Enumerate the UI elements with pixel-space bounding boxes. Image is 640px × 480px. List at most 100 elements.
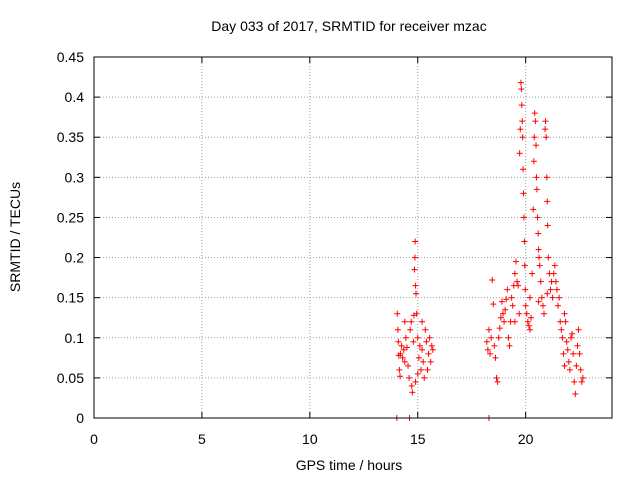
data-point <box>533 142 540 149</box>
data-point <box>558 326 565 333</box>
data-point <box>531 110 538 117</box>
data-point <box>424 366 431 373</box>
data-point <box>408 318 415 325</box>
data-point <box>500 310 507 317</box>
x-tick-label: 15 <box>410 431 426 447</box>
data-point <box>421 374 428 381</box>
data-point <box>410 338 417 345</box>
data-point <box>516 310 523 317</box>
data-point <box>544 198 551 205</box>
y-tick-label: 0.25 <box>57 209 84 225</box>
data-point <box>427 358 434 365</box>
data-point <box>533 174 540 181</box>
data-point <box>543 174 550 181</box>
data-point <box>538 294 545 301</box>
data-point <box>407 326 414 333</box>
y-tick-label: 0.35 <box>57 129 84 145</box>
data-point <box>547 286 554 293</box>
data-point <box>566 366 573 373</box>
data-point <box>408 382 415 389</box>
data-point <box>425 350 432 357</box>
data-point <box>492 354 499 361</box>
data-point <box>530 158 537 165</box>
data-point <box>412 238 419 245</box>
data-point <box>405 362 412 369</box>
data-point <box>518 102 525 109</box>
data-point <box>555 302 562 309</box>
data-point <box>563 338 570 345</box>
data-point <box>553 286 560 293</box>
data-point <box>522 286 529 293</box>
data-point <box>487 350 494 357</box>
data-point <box>541 310 548 317</box>
data-point <box>559 334 566 341</box>
data-point <box>397 373 404 380</box>
data-point <box>579 374 586 381</box>
data-point <box>400 346 407 353</box>
data-point <box>483 338 490 345</box>
data-point <box>419 346 426 353</box>
data-point <box>414 334 421 341</box>
data-point <box>422 326 429 333</box>
data-point <box>549 294 556 301</box>
data-point <box>415 354 422 361</box>
data-point <box>556 294 563 301</box>
data-point <box>526 326 533 333</box>
data-point <box>574 342 581 349</box>
data-point <box>505 334 512 341</box>
data-point <box>429 346 436 353</box>
data-point <box>514 278 521 285</box>
data-point <box>542 118 549 125</box>
data-point <box>531 134 538 141</box>
data-point <box>551 262 558 269</box>
data-point <box>512 258 519 265</box>
data-point <box>542 126 549 133</box>
data-point <box>544 222 551 229</box>
data-point <box>543 134 550 141</box>
data-point <box>552 278 559 285</box>
data-point <box>536 262 543 269</box>
y-tick-label: 0.4 <box>65 89 85 105</box>
data-point <box>530 206 537 213</box>
data-point <box>423 338 430 345</box>
y-tick-label: 0 <box>76 410 84 426</box>
data-point <box>396 366 403 373</box>
data-point <box>399 354 406 361</box>
data-point <box>545 254 552 261</box>
data-point <box>397 350 404 357</box>
data-point <box>535 298 542 305</box>
data-point <box>517 79 524 86</box>
data-point <box>570 350 577 357</box>
y-tick-label: 0.3 <box>65 169 85 185</box>
data-point <box>567 334 574 341</box>
data-point <box>409 389 416 396</box>
data-point <box>401 318 408 325</box>
data-point <box>511 318 518 325</box>
data-point <box>411 266 418 273</box>
data-point <box>495 334 502 341</box>
data-point <box>571 378 578 385</box>
data-point <box>522 302 529 309</box>
data-point <box>520 214 527 221</box>
data-point <box>516 150 523 157</box>
data-point <box>515 282 522 289</box>
data-point <box>537 278 544 285</box>
data-point <box>511 270 518 277</box>
data-point <box>557 318 564 325</box>
data-point <box>490 301 497 308</box>
data-point <box>504 286 511 293</box>
plot-frame <box>93 56 613 419</box>
data-point <box>417 366 424 373</box>
data-point <box>576 350 583 357</box>
data-point <box>394 326 401 333</box>
y-tick-label: 0.2 <box>65 250 85 266</box>
data-point <box>503 296 510 303</box>
data-point <box>521 238 528 245</box>
x-tick-label: 10 <box>302 431 318 447</box>
data-point <box>497 314 504 321</box>
data-point <box>565 358 572 365</box>
chart-title: Day 033 of 2017, SRMTID for receiver mza… <box>211 18 486 34</box>
data-point <box>398 342 405 349</box>
x-axis-label: GPS time / hours <box>296 457 403 473</box>
data-point <box>532 118 539 125</box>
